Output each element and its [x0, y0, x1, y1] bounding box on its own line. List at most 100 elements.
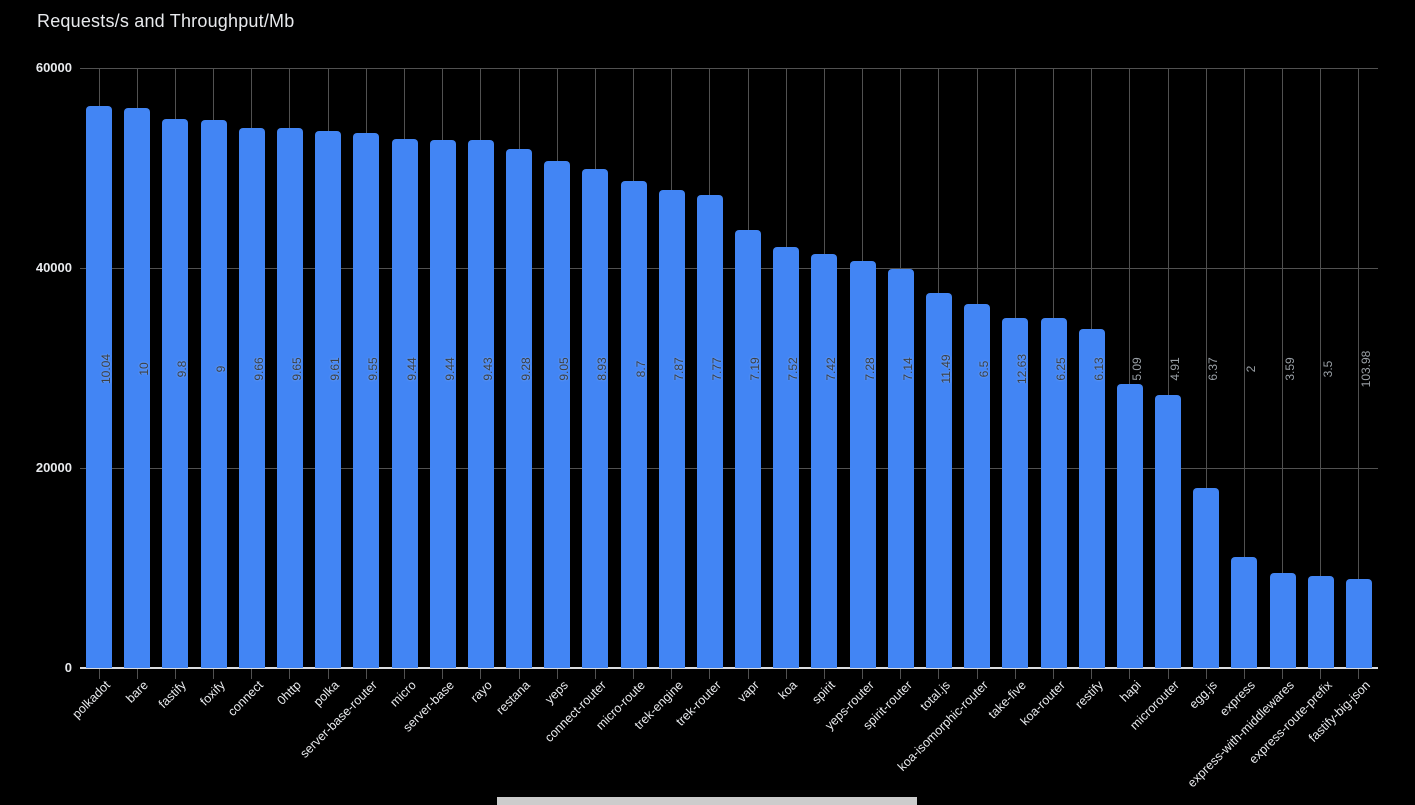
throughput-value-label: 9.05 — [557, 357, 572, 381]
bar-koa[interactable] — [773, 247, 800, 668]
throughput-value-label: 7.28 — [862, 357, 877, 381]
throughput-value-label: 9.55 — [366, 357, 381, 381]
x-axis-label-hapi: hapi — [1117, 678, 1144, 705]
throughput-value-label: 9.44 — [404, 357, 419, 381]
bar-yeps-router[interactable] — [849, 261, 876, 668]
throughput-value-label: 9.66 — [251, 357, 266, 381]
category-gridline — [1320, 68, 1322, 679]
bar-connect-router[interactable] — [582, 169, 609, 668]
bar-express[interactable] — [1231, 557, 1258, 668]
throughput-value-label: 9.43 — [480, 357, 495, 381]
bar-connect[interactable] — [238, 128, 265, 668]
throughput-value-label: 10 — [137, 362, 152, 376]
throughput-value-label: 103.98 — [1358, 350, 1373, 388]
x-axis-label-connect: connect — [224, 678, 266, 719]
chart-title: Requests/s and Throughput/Mb — [37, 11, 295, 31]
throughput-value-label: 6.25 — [1053, 357, 1068, 381]
x-axis-label-spirit: spirit — [809, 678, 839, 707]
category-gridline — [1129, 68, 1131, 679]
bar-express-route-prefix[interactable] — [1307, 576, 1334, 668]
x-axis-label-micro: micro — [386, 678, 419, 710]
throughput-value-label: 10.04 — [99, 353, 114, 385]
bar-total.js[interactable] — [925, 293, 952, 668]
throughput-value-label: 7.77 — [709, 357, 724, 381]
bar-server-base-router[interactable] — [353, 133, 380, 668]
category-gridline — [1167, 68, 1169, 679]
bar-vapr[interactable] — [735, 230, 762, 668]
x-axis-label-bare: bare — [123, 678, 152, 706]
bar-restana[interactable] — [506, 149, 533, 668]
bar-restify[interactable] — [1078, 329, 1105, 668]
x-axis-label-rayo: rayo — [467, 678, 495, 706]
bar-bare[interactable] — [124, 108, 151, 668]
x-axis-label-total.js: total.js — [917, 678, 953, 714]
throughput-value-label: 9.61 — [328, 357, 343, 381]
throughput-value-label: 9.44 — [442, 357, 457, 381]
bar-0http[interactable] — [276, 128, 303, 668]
bar-fastify[interactable] — [162, 119, 189, 668]
y-axis-tick-label: 60000 — [35, 60, 72, 75]
x-axis-label-polka: polka — [311, 678, 343, 710]
bar-microrouter[interactable] — [1155, 395, 1182, 668]
throughput-value-label: 7.87 — [671, 357, 686, 381]
x-axis-label-polkadot: polkadot — [69, 678, 113, 722]
throughput-value-label: 7.14 — [900, 357, 915, 381]
bar-rayo[interactable] — [467, 140, 494, 668]
bar-fastify-big-json[interactable] — [1345, 579, 1372, 668]
bar-trek-engine[interactable] — [658, 190, 685, 668]
y-axis-tick-label: 40000 — [35, 260, 72, 275]
y-gridline — [80, 67, 1378, 69]
throughput-value-label: 2 — [1244, 365, 1259, 373]
category-gridline — [1358, 68, 1360, 679]
x-axis-label-koa: koa — [775, 678, 801, 703]
category-gridline — [1282, 68, 1284, 679]
throughput-value-label: 8.7 — [633, 360, 648, 378]
throughput-value-label: 8.93 — [595, 357, 610, 381]
throughput-value-label: 3.59 — [1282, 357, 1297, 381]
throughput-value-label: 5.09 — [1129, 357, 1144, 381]
x-axis-label-egg.js: egg.js — [1186, 678, 1221, 712]
bar-koa-router[interactable] — [1040, 318, 1067, 668]
category-gridline — [1243, 68, 1245, 679]
bar-polka[interactable] — [315, 131, 342, 668]
bar-foxify[interactable] — [200, 120, 227, 668]
bar-micro-route[interactable] — [620, 181, 647, 668]
throughput-value-label: 3.5 — [1320, 360, 1335, 378]
bar-egg.js[interactable] — [1193, 488, 1220, 668]
x-axis-label-foxify: foxify — [196, 678, 228, 709]
throughput-value-label: 12.63 — [1015, 353, 1030, 385]
bar-polkadot[interactable] — [86, 106, 113, 668]
throughput-value-label: 7.42 — [824, 357, 839, 381]
throughput-value-label: 6.5 — [977, 360, 992, 378]
y-gridline — [80, 467, 1378, 469]
x-axis-label-fastify: fastify — [156, 678, 190, 711]
throughput-value-label: 6.37 — [1206, 357, 1221, 381]
x-axis-label-restana: restana — [493, 678, 533, 718]
bar-take-five[interactable] — [1002, 318, 1029, 668]
x-axis-label-yeps: yeps — [542, 678, 572, 707]
bar-server-base[interactable] — [429, 140, 456, 668]
horizontal-scrollbar-thumb[interactable] — [497, 797, 917, 805]
bar-express-with-middlewares[interactable] — [1269, 573, 1296, 668]
x-axis-label-0http: 0http — [274, 678, 304, 708]
bar-spirit-router[interactable] — [887, 269, 914, 668]
x-axis-baseline — [80, 667, 1378, 669]
bar-hapi[interactable] — [1116, 384, 1143, 668]
bar-koa-isomorphic-router[interactable] — [964, 304, 991, 668]
throughput-value-label: 9.28 — [519, 357, 534, 381]
throughput-value-label: 9.65 — [289, 357, 304, 381]
bar-trek-router[interactable] — [696, 195, 723, 668]
throughput-value-label: 11.49 — [938, 354, 953, 384]
throughput-value-label: 9.8 — [175, 360, 190, 378]
y-axis-tick-label: 20000 — [35, 460, 72, 475]
throughput-value-label: 7.52 — [786, 357, 801, 381]
y-axis-tick-label: 0 — [64, 660, 72, 675]
bar-spirit[interactable] — [811, 254, 838, 668]
bar-micro[interactable] — [391, 139, 418, 668]
throughput-value-label: 9 — [213, 365, 228, 373]
y-gridline — [80, 267, 1378, 269]
throughput-value-label: 6.13 — [1091, 357, 1106, 381]
throughput-value-label: 4.91 — [1168, 357, 1183, 381]
bar-yeps[interactable] — [544, 161, 571, 668]
